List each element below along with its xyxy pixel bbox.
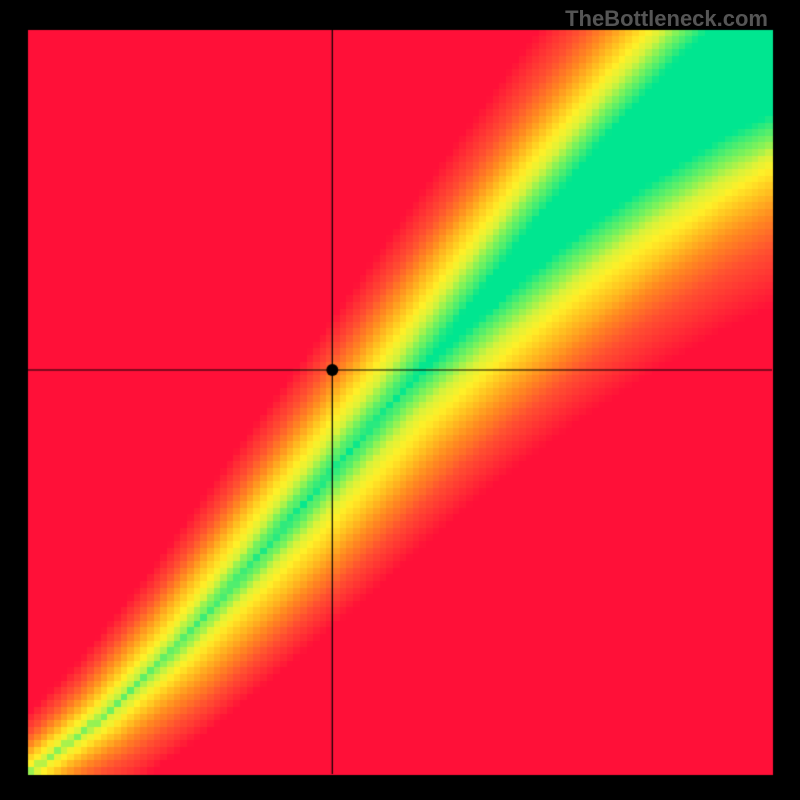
chart-frame: TheBottleneck.com (0, 0, 800, 800)
heatmap-canvas (0, 0, 800, 800)
watermark-text: TheBottleneck.com (565, 6, 768, 32)
